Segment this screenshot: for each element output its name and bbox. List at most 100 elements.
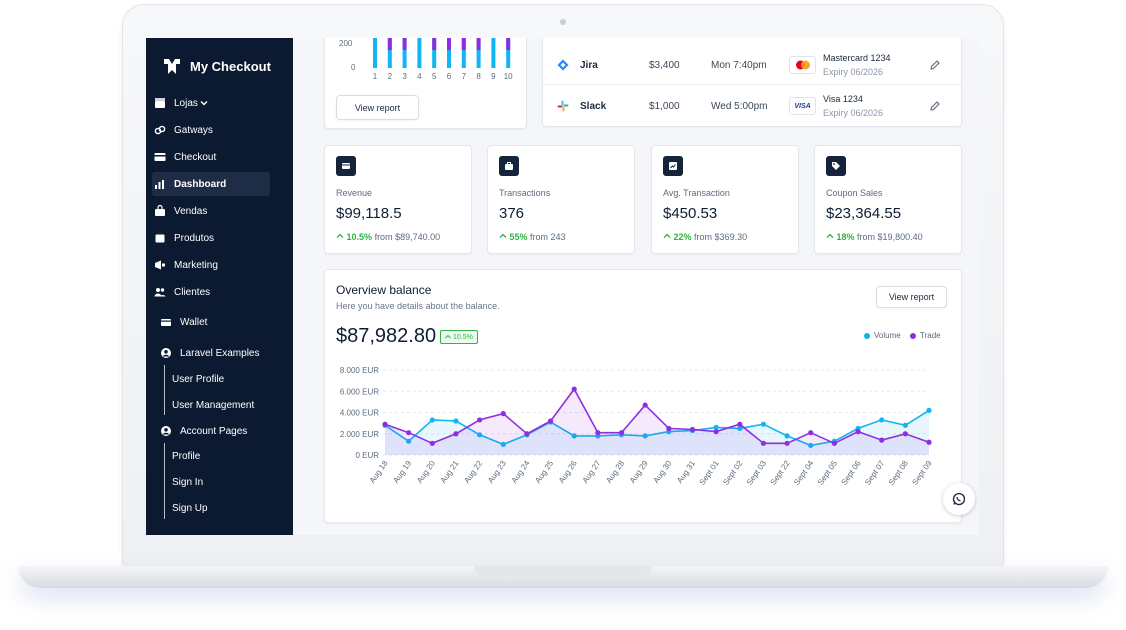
data-point	[642, 433, 648, 439]
sidebar-item-dashboard[interactable]: Dashboard	[152, 172, 270, 196]
sidebar-item-produtos[interactable]: Produtos	[152, 226, 270, 250]
chart-icon	[155, 180, 164, 189]
bar	[432, 38, 437, 68]
sidebar-item-clientes[interactable]: Clientes	[152, 280, 270, 304]
stat-pct: 22%	[673, 232, 692, 242]
y-tick-label: 0	[351, 63, 356, 72]
change-badge: 10.5%	[440, 330, 478, 344]
data-point	[477, 432, 483, 438]
sidebar-item-wallet[interactable]: Wallet	[158, 310, 276, 334]
sidebar-item-label: Checkout	[174, 151, 217, 163]
sidebar-subitem-sign-up[interactable]: Sign Up	[172, 503, 208, 514]
stat-label: Coupon Sales	[826, 188, 883, 198]
data-point	[429, 417, 435, 423]
stat-value: $99,118.5	[336, 205, 402, 222]
x-tick-label: Aug 28	[604, 459, 626, 485]
sidebar-subitem-profile[interactable]: Profile	[172, 451, 201, 462]
stat-card-transactions: Transactions 376 55% from 243	[487, 145, 635, 254]
sidebar-item-label: Lojas	[174, 97, 198, 109]
x-tick-label: Aug 30	[652, 459, 674, 485]
stat-from: from $89,740.00	[374, 232, 441, 242]
x-tick-label: 7	[462, 72, 467, 81]
legend-label: Volume	[874, 331, 901, 340]
data-point	[737, 421, 743, 427]
stat-value: 376	[499, 205, 525, 222]
data-point	[926, 439, 932, 445]
link-icon	[154, 125, 166, 135]
sidebar-item-checkout[interactable]: Checkout	[152, 145, 270, 169]
bag-icon	[155, 205, 165, 216]
x-tick-label: 9	[491, 72, 496, 81]
stat-change: 55% from 243	[499, 232, 566, 242]
bar	[447, 38, 451, 68]
visa-icon: VISA	[789, 97, 816, 115]
x-tick-label: Aug 20	[415, 459, 437, 485]
sidebar-item-label: Account Pages	[180, 425, 248, 437]
y-tick-label: 200	[339, 39, 353, 48]
sidebar-item-lojas[interactable]: Lojas	[152, 91, 270, 115]
x-tick-label: 5	[432, 72, 437, 81]
sidebar-subitem-user-management[interactable]: User Management	[172, 400, 255, 411]
sidebar-item-vendas[interactable]: Vendas	[152, 199, 270, 223]
view-report-button[interactable]: View report	[336, 95, 419, 120]
top-bar-chart: 1 2 3 4 5 6 7 8 9 10	[373, 38, 513, 81]
brand[interactable]: My Checkout	[162, 56, 271, 76]
series-line	[384, 387, 930, 445]
table-row[interactable]: Jira $3,400 Mon 7:40pm Mastercard 1234 E…	[543, 45, 961, 85]
sidebar-item-gatways[interactable]: Gatways	[152, 118, 270, 142]
submenu-line	[164, 443, 165, 519]
data-point	[831, 440, 837, 446]
x-tick-label: Aug 22	[462, 459, 484, 485]
legend-dot	[864, 332, 870, 339]
transactions-card: Jira $3,400 Mon 7:40pm Mastercard 1234 E…	[542, 38, 962, 127]
data-point	[642, 402, 648, 408]
sidebar-item-account-pages[interactable]: Account Pages	[158, 419, 276, 443]
bar	[476, 38, 481, 50]
brand-name: My Checkout	[190, 58, 271, 74]
data-point	[429, 440, 435, 446]
data-point	[547, 418, 554, 424]
bar	[432, 38, 437, 50]
x-tick-label: 6	[447, 72, 452, 81]
data-point	[737, 425, 743, 432]
x-tick-label: Sept 08	[887, 459, 911, 487]
bar	[447, 38, 451, 50]
data-point	[382, 421, 388, 427]
sidebar-item-label: Wallet	[180, 316, 208, 328]
sidebar-item-label: Clientes	[174, 286, 211, 298]
stat-pct: 55%	[509, 232, 528, 242]
sidebar-item-marketing[interactable]: Marketing	[152, 253, 270, 277]
sidebar-subitem-sign-in[interactable]: Sign In	[172, 477, 204, 488]
edit-icon[interactable]	[929, 100, 941, 112]
edit-icon[interactable]	[929, 59, 941, 71]
x-tick-label: 3	[402, 72, 407, 81]
data-point	[902, 431, 908, 437]
y-tick-label: 8.000 EUR	[340, 366, 379, 375]
table-row[interactable]: Slack $1,000 Wed 5:00pm VISA Visa 1234 E…	[543, 86, 961, 126]
overview-title: Overview balance	[336, 283, 432, 297]
data-point	[571, 386, 577, 392]
bar	[461, 38, 466, 50]
x-tick-label: Sept 07	[863, 459, 887, 487]
view-report-button[interactable]: View report	[876, 286, 947, 308]
series-area	[385, 410, 929, 455]
arrow-up-icon	[336, 233, 344, 238]
series-area	[385, 389, 929, 455]
sidebar-subitem-user-profile[interactable]: User Profile	[172, 374, 225, 385]
arrow-up-icon	[663, 233, 671, 238]
whatsapp-button[interactable]	[943, 483, 975, 515]
sidebar-item-label: Vendas	[174, 205, 208, 217]
overview-subtitle: Here you have details about the balance.	[336, 301, 500, 311]
x-tick-label: Aug 21	[439, 459, 461, 485]
user-circle-icon	[161, 348, 171, 358]
chart-icon	[663, 156, 683, 176]
sidebar-item-label: Produtos	[174, 232, 215, 244]
tag-icon	[826, 156, 846, 176]
sidebar-item-laravel-examples[interactable]: Laravel Examples	[158, 341, 276, 365]
card-expiry: Expiry 06/2026	[823, 108, 884, 118]
card-name: Visa 1234	[823, 94, 863, 104]
y-tick-label: 4.000 EUR	[340, 409, 379, 418]
sidebar: My Checkout Lojas Gatways Checkout Dashb…	[146, 38, 293, 535]
legend-dot	[910, 332, 916, 339]
brand-logo-icon	[164, 59, 180, 74]
